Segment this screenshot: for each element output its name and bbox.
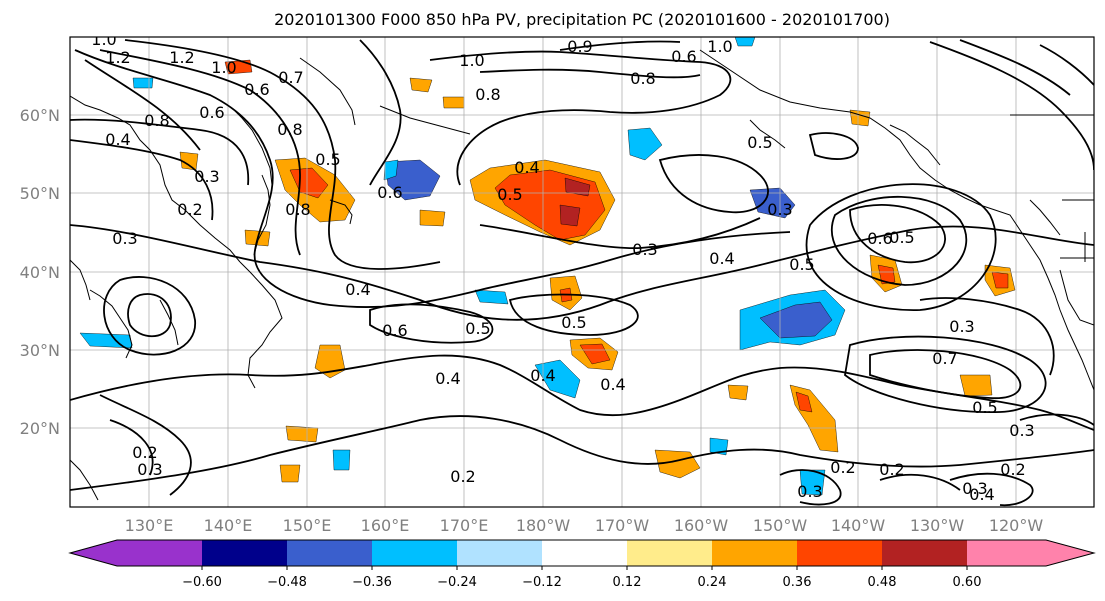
colorbar-segment	[287, 540, 372, 566]
lon-label: 140°W	[831, 516, 886, 535]
contour-label: 0.7	[278, 68, 303, 87]
lat-label: 40°N	[20, 263, 60, 282]
lon-label: 170°W	[595, 516, 650, 535]
contour-label: 0.5	[789, 255, 814, 274]
lon-label: 160°W	[674, 516, 729, 535]
contour-label: 0.6	[377, 183, 402, 202]
colorbar-tick-label: 0.48	[868, 575, 897, 590]
contour-label: 0.4	[514, 158, 539, 177]
contour-label: 0.8	[277, 120, 302, 139]
lon-label: 120°W	[989, 516, 1044, 535]
colorbar-tick-label: 0.60	[953, 575, 982, 590]
lon-label: 130°W	[910, 516, 965, 535]
contour-label: 0.5	[972, 398, 997, 417]
colorbar-tick-label: −0.12	[522, 575, 562, 590]
contour-label: 0.3	[949, 317, 974, 336]
contour-label: 0.8	[144, 111, 169, 130]
contour-label: 0.2	[830, 458, 855, 477]
colorbar-segment	[712, 540, 797, 566]
contour-label: 0.4	[435, 369, 460, 388]
contour-label: 0.6	[671, 47, 696, 66]
lon-label: 170°E	[440, 516, 489, 535]
contour-label: 0.9	[567, 37, 592, 56]
contour-label: 0.6	[199, 103, 224, 122]
contour-label: 0.2	[177, 200, 202, 219]
contour-labels: 1.0 1.2 1.2 1.0 0.7 0.6 0.8 0.4 0.8 0.3 …	[91, 30, 1034, 504]
colorbar-tick-label: 0.36	[783, 575, 812, 590]
contour-label: 1.0	[211, 58, 236, 77]
colorbar-segment	[797, 540, 882, 566]
contour-label: 0.8	[630, 69, 655, 88]
contour-label: 0.7	[932, 349, 957, 368]
contour-label: 0.3	[797, 482, 822, 501]
colorbar-segment	[967, 540, 1094, 566]
contour-label: 0.3	[767, 200, 792, 219]
lat-label: 60°N	[20, 106, 60, 125]
contour-label: 0.4	[530, 366, 555, 385]
contour-label: 0.2	[1000, 460, 1025, 479]
colorbar-tick-label: −0.24	[437, 575, 477, 590]
contour-label: 0.6	[244, 80, 269, 99]
contour-label: 0.3	[1009, 421, 1034, 440]
contour-label: 0.8	[475, 85, 500, 104]
lon-label: 160°E	[361, 516, 410, 535]
contour-label: 0.2	[450, 467, 475, 486]
contour-label: 0.4	[345, 280, 370, 299]
lon-labels: 130°E 140°E 150°E 160°E 170°E 180°W 170°…	[125, 516, 1044, 535]
contour-label: 1.0	[459, 51, 484, 70]
contour-label: 0.3	[194, 167, 219, 186]
contour-label: 0.8	[285, 200, 310, 219]
colorbar-tick-label: −0.36	[352, 575, 392, 590]
contour-label: 0.3	[632, 240, 657, 259]
contour-label: 0.4	[105, 130, 130, 149]
map-title: 2020101300 F000 850 hPa PV, precipitatio…	[274, 10, 890, 29]
lon-label: 180°W	[516, 516, 571, 535]
contour-label: 0.5	[497, 185, 522, 204]
contour-label: 0.3	[112, 229, 137, 248]
lat-label: 20°N	[20, 419, 60, 438]
colorbar-segment	[202, 540, 287, 566]
colorbar-tick-label: 0.12	[613, 575, 642, 590]
contour-label: 0.5	[889, 228, 914, 247]
colorbar-segment	[627, 540, 712, 566]
lat-label: 30°N	[20, 341, 60, 360]
colorbar-segment	[372, 540, 457, 566]
contour-label: 0.4	[600, 375, 625, 394]
colorbar-segment	[882, 540, 967, 566]
lon-label: 150°W	[753, 516, 808, 535]
contour-label: 0.4	[709, 249, 734, 268]
contour-label: 1.2	[105, 48, 130, 67]
contour-label: 0.4	[969, 485, 994, 504]
lat-labels: 60°N 50°N 40°N 30°N 20°N	[20, 106, 60, 438]
contour-label: 0.6	[867, 229, 892, 248]
pv-contours	[70, 39, 1094, 507]
contour-label: 0.6	[382, 321, 407, 340]
contour-label: 1.2	[169, 48, 194, 67]
colorbar-segment	[457, 540, 542, 566]
contour-label: 1.0	[707, 37, 732, 56]
colorbar-segment	[542, 540, 627, 566]
coastlines	[70, 49, 1094, 501]
lon-label: 130°E	[125, 516, 174, 535]
contour-label: 0.3	[962, 479, 987, 498]
colorbar-tick-label: 0.24	[698, 575, 727, 590]
contour-label: 0.5	[465, 319, 490, 338]
map-area: 1.0 1.2 1.2 1.0 0.7 0.6 0.8 0.4 0.8 0.3 …	[70, 30, 1094, 507]
lat-label: 50°N	[20, 184, 60, 203]
colorbar-tick-label: −0.48	[267, 575, 307, 590]
lon-label: 140°E	[204, 516, 253, 535]
contour-label: 0.2	[879, 460, 904, 479]
colorbar-tick-label: −0.60	[182, 575, 222, 590]
colorbar: −0.60 −0.48 −0.36 −0.24 −0.12 0.12 0.24 …	[68, 539, 1096, 590]
contour-label: 0.2	[132, 443, 157, 462]
colorbar-segment	[70, 540, 202, 566]
contour-label: 0.5	[315, 150, 340, 169]
contour-label: 0.5	[747, 133, 772, 152]
lon-label: 150°E	[283, 516, 332, 535]
contour-label: 1.0	[91, 30, 116, 49]
contour-label: 0.3	[137, 460, 162, 479]
map-frame	[69, 36, 1095, 508]
contour-label: 0.5	[561, 313, 586, 332]
